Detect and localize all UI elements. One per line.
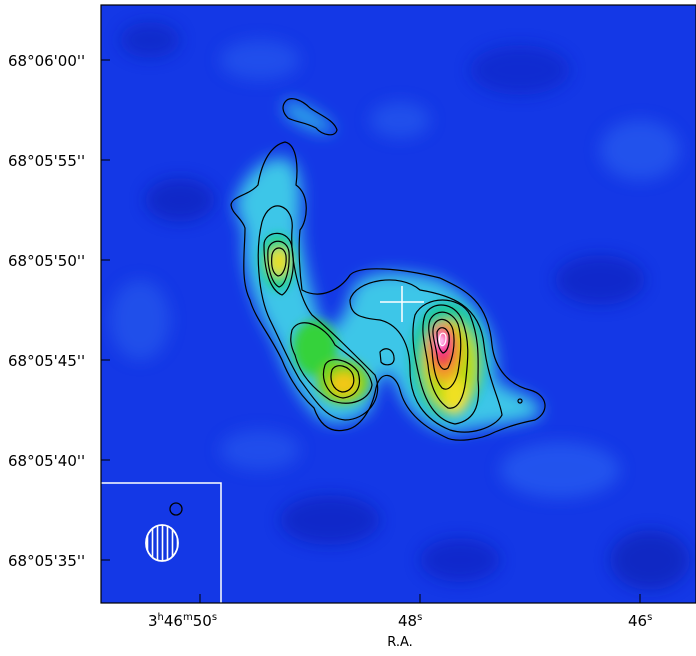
contour-lvl3 bbox=[263, 232, 480, 425]
contour-lvl7 bbox=[436, 327, 450, 354]
contour-peak bbox=[438, 332, 447, 347]
contour-lvl4 bbox=[267, 240, 469, 409]
x-tick-label: 46s bbox=[628, 612, 652, 630]
plot-frame bbox=[100, 4, 696, 604]
y-tick-label: 68°05'45'' bbox=[8, 352, 85, 370]
beam-inset-dot bbox=[169, 502, 183, 516]
tick-marks bbox=[101, 59, 641, 603]
x-tick-label: 48s bbox=[398, 612, 422, 630]
beam-ellipse bbox=[145, 524, 179, 562]
y-tick-label: 68°06'00'' bbox=[8, 52, 85, 70]
x-tick-label: 3h46m50s bbox=[148, 612, 217, 630]
position-marker-cross bbox=[380, 286, 424, 322]
source-peaks bbox=[260, 234, 486, 418]
contour-lvl6 bbox=[432, 318, 455, 370]
beam-inset bbox=[101, 482, 222, 603]
y-tick-label: 68°05'35'' bbox=[8, 552, 85, 570]
noise-layer bbox=[110, 22, 690, 590]
contour-lines bbox=[230, 98, 546, 441]
contour-blob-top bbox=[282, 98, 338, 136]
contour-lvl2 bbox=[257, 205, 503, 433]
y-tick-label: 68°05'40'' bbox=[8, 452, 85, 470]
x-axis-label: R.A. bbox=[387, 635, 413, 650]
contour-dot bbox=[517, 398, 523, 404]
y-tick-label: 68°05'55'' bbox=[8, 152, 85, 170]
contour-hole bbox=[379, 348, 395, 366]
x-tick-labels: 3h46m50s 48s 46s bbox=[148, 612, 652, 630]
contour-lvl5 bbox=[271, 247, 462, 393]
y-tick-label: 68°05'50'' bbox=[8, 252, 85, 270]
plot-area bbox=[101, 5, 696, 603]
contour-outer bbox=[230, 141, 546, 441]
y-tick-labels: 68°06'00'' 68°05'55'' 68°05'50'' 68°05'4… bbox=[8, 52, 85, 570]
